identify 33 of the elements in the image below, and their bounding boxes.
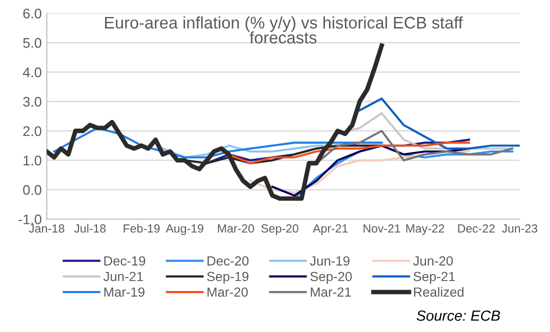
y-tick-label: 6.0 bbox=[23, 8, 42, 18]
legend-label: Jun-21 bbox=[103, 272, 143, 282]
legend-label: Mar-19 bbox=[104, 287, 144, 297]
legend-label: Realized bbox=[414, 287, 464, 297]
text: Euro-area inflation (% y/y) vs historical ECB staff forecasts bbox=[105, 16, 463, 44]
x-tick-label: Aug-19 bbox=[166, 224, 204, 235]
y-tick-label: 5.0 bbox=[23, 38, 42, 48]
legend-label: Sep-21 bbox=[414, 272, 455, 284]
x-tick-label: Dec-22 bbox=[458, 224, 495, 233]
legend-label: Dec-19 bbox=[104, 256, 146, 266]
x-tick-label: Mar-20 bbox=[218, 224, 254, 233]
x-tick-label: Nov-21 bbox=[364, 224, 400, 233]
x-tick-label: Sep-20 bbox=[261, 224, 298, 235]
legend-label: Jun-20 bbox=[413, 256, 453, 266]
legend-label: Dec-20 bbox=[208, 256, 249, 266]
x-tick-label: Jan-18 bbox=[28, 224, 64, 233]
y-tick-label: -1.0 bbox=[18, 214, 42, 224]
x-tick-label: Jun-23 bbox=[502, 224, 538, 233]
legend-label: Sep-19 bbox=[207, 272, 248, 284]
y-tick-label: 4.0 bbox=[22, 67, 42, 78]
y-tick-label: 1.0 bbox=[24, 156, 42, 166]
y-tick-label: 2.0 bbox=[23, 126, 42, 136]
x-tick-label: May-22 bbox=[406, 224, 444, 235]
x-tick-label: Jul-18 bbox=[74, 224, 106, 233]
y-tick-label: 0.0 bbox=[23, 185, 42, 195]
legend-label: Jun-19 bbox=[310, 256, 350, 266]
source-note: Source: ECB bbox=[416, 310, 500, 321]
x-tick-label: Apr-21 bbox=[312, 224, 348, 235]
legend-label: Mar-20 bbox=[208, 287, 248, 297]
y-tick-label: 3.0 bbox=[23, 96, 42, 107]
legend-label: Sep-20 bbox=[310, 272, 352, 284]
legend-label: Mar-21 bbox=[310, 287, 351, 297]
x-tick-label: Feb-19 bbox=[124, 224, 160, 233]
